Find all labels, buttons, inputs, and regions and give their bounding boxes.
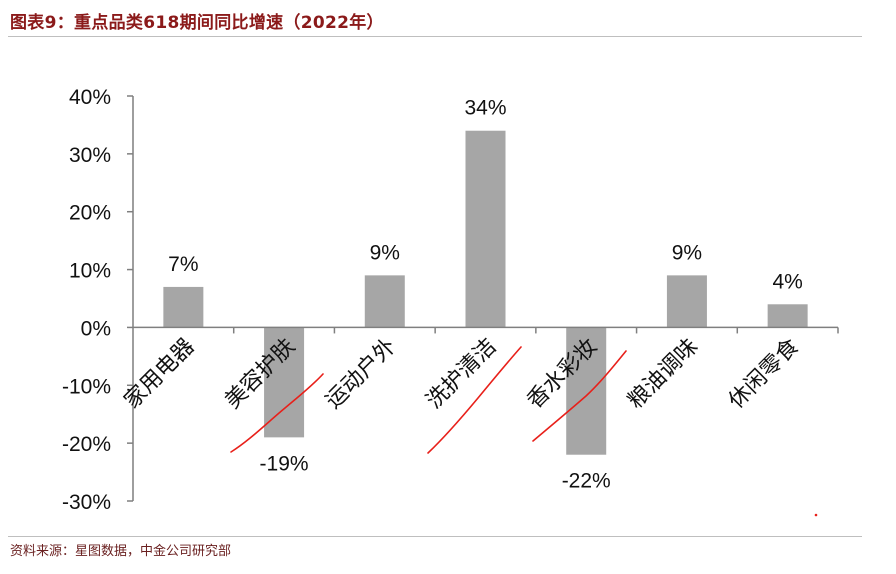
bar: [264, 327, 305, 438]
data-label: 9%: [370, 241, 400, 264]
y-tick-label: -30%: [62, 491, 111, 514]
footer-divider: [8, 536, 862, 537]
bar-series: [163, 130, 808, 455]
annotation-strokes: [230, 346, 818, 517]
category-label: 休闲零食: [723, 333, 803, 413]
y-tick-label: 30%: [69, 144, 111, 167]
x-axis: [133, 326, 839, 334]
data-label: 7%: [168, 253, 198, 276]
figure-title: 图表9：重点品类618期间同比增速（2022年）: [10, 13, 384, 33]
data-labels: 7% -19% 9% 34% -22% 9% 4%: [168, 97, 803, 493]
bar: [163, 286, 204, 328]
annotation-stroke: [427, 346, 522, 454]
y-tick-label: -10%: [62, 375, 111, 398]
y-tick-label: -20%: [62, 433, 111, 456]
y-tick-label: 20%: [69, 202, 111, 225]
data-label: -19%: [260, 452, 309, 475]
bar: [666, 275, 707, 328]
category-label: 运动户外: [320, 333, 400, 413]
category-label: 洗护清洁: [421, 333, 501, 413]
source-note: 资料来源：星图数据，中金公司研究部: [10, 544, 232, 559]
category-label: 家用电器: [119, 333, 199, 413]
category-label: 粮油调味: [623, 333, 703, 413]
data-label: -22%: [562, 470, 611, 493]
data-label: 9%: [672, 241, 702, 264]
title-divider: [8, 36, 862, 37]
bar: [465, 130, 506, 328]
data-label: 4%: [772, 270, 802, 293]
y-tick-label: 40%: [69, 86, 111, 109]
y-tick-label: 0%: [81, 317, 111, 340]
bar: [566, 327, 607, 455]
annotation-stroke: [230, 373, 324, 453]
y-axis: 40% 30% 20% 10% 0% -10% -20% -30%: [62, 86, 134, 514]
annotation-stroke: [532, 350, 627, 442]
bar: [364, 275, 405, 328]
data-label: 34%: [464, 97, 506, 120]
bar: [767, 304, 808, 328]
category-labels: 家用电器 美容护肤 运动户外 洗护清洁 香水彩妆 粮油调味 休闲零食: [119, 333, 803, 413]
y-tick-label: 10%: [69, 260, 111, 283]
annotation-dot: [814, 513, 818, 517]
